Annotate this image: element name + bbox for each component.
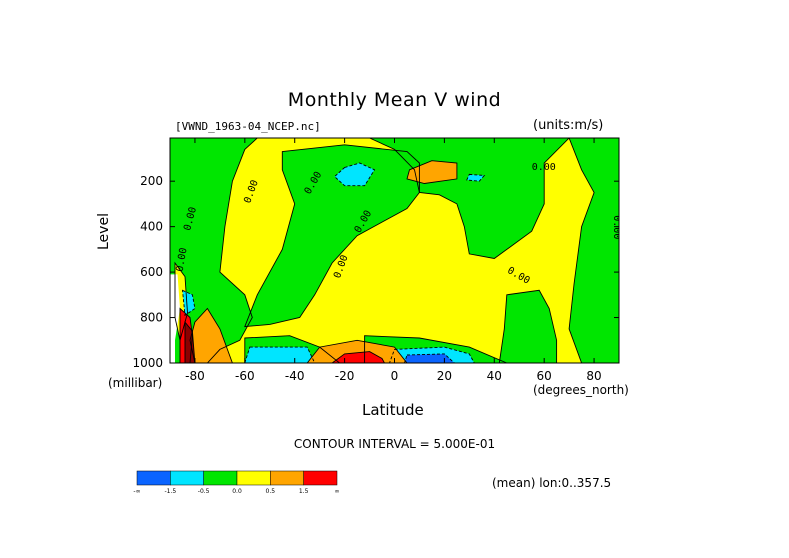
x-axis-label: Latitude: [362, 401, 424, 419]
contour-line: [331, 351, 386, 363]
colorbar-label: -∞: [133, 488, 140, 495]
contour-line: [181, 289, 196, 317]
colorbar-swatch: [136, 470, 171, 486]
colorbar-label: -0.5: [198, 488, 210, 495]
mean-label: (mean) lon:0..357.5: [492, 476, 612, 490]
contour-line: [179, 307, 193, 363]
contour-line: [333, 162, 376, 187]
contour-line: [498, 289, 558, 363]
contour-line: [369, 138, 570, 259]
colorbar-label: 1.5: [299, 488, 309, 495]
field-region: [244, 347, 315, 363]
contour-line: [306, 339, 408, 363]
field-region: [466, 174, 485, 182]
field-region: [404, 353, 455, 363]
contour-line: [184, 320, 196, 363]
contour-label: 0.00: [611, 215, 622, 239]
field-region: [332, 351, 385, 363]
contour-line: [364, 335, 507, 363]
y-axis-label: Level: [96, 213, 112, 250]
contour-label: 0.00: [532, 162, 556, 173]
colorbar-swatch: [203, 470, 238, 486]
y-tick-label: 200: [140, 174, 163, 188]
contour-line: [406, 160, 458, 184]
x-tick-label: 0: [391, 369, 399, 383]
x-tick-label: 80: [586, 369, 601, 383]
field-region: [190, 308, 233, 363]
colorbar-swatch: [303, 470, 338, 486]
units-label: (units:m/s): [533, 118, 604, 133]
contour-line: [170, 138, 258, 363]
x-tick-label: -60: [235, 369, 255, 383]
field-region: [334, 163, 375, 186]
y-axis-units: (millibar): [108, 376, 163, 390]
x-tick-label: 60: [537, 369, 552, 383]
colorbar-label: -1.5: [164, 488, 176, 495]
x-tick-label: -80: [185, 369, 205, 383]
contour-line: [466, 173, 486, 182]
y-tick-label: 600: [140, 265, 163, 279]
contour-interval-label: CONTOUR INTERVAL = 5.000E-01: [293, 437, 496, 451]
source-label: [VWND_1963-04_NCEP.nc]: [175, 120, 321, 133]
contour-line: [189, 307, 233, 363]
x-tick-label: 40: [487, 369, 502, 383]
field-region: [244, 144, 420, 327]
colorbar: -∞ -1.5 -0.5 0.0 0.5 1.5 ∞: [133, 470, 340, 495]
x-axis: -80 -60 -40 -20 0 20 40 60 80: [185, 138, 602, 383]
x-tick-label: -40: [285, 369, 305, 383]
x-tick-label: -20: [335, 369, 355, 383]
colorbar-swatch: [270, 470, 304, 486]
field-region: [569, 138, 619, 363]
colorbar-swatch: [236, 470, 271, 486]
colorbar-label: 0.5: [266, 488, 276, 495]
field-region: [182, 290, 195, 316]
colorbar-label: 0.0: [232, 488, 242, 495]
x-tick-label: 20: [437, 369, 452, 383]
colorbar-label: ∞: [335, 488, 340, 495]
y-axis: 200 400 600 800 1000: [132, 174, 619, 370]
contour-line: [389, 346, 475, 363]
contour-line: [568, 138, 619, 363]
y-tick-label: 1000: [132, 356, 163, 370]
contour-line: [174, 261, 188, 341]
x-axis-units: (degrees_north): [533, 383, 629, 397]
y-tick-label: 400: [140, 220, 163, 234]
field-region: [499, 290, 557, 363]
contour-line: [244, 144, 420, 328]
chart-title: Monthly Mean V wind: [287, 89, 502, 111]
y-tick-label: 800: [140, 311, 163, 325]
contour-label: 0.00: [175, 247, 190, 273]
contour-line: [244, 346, 316, 363]
colorbar-swatch: [170, 470, 204, 486]
